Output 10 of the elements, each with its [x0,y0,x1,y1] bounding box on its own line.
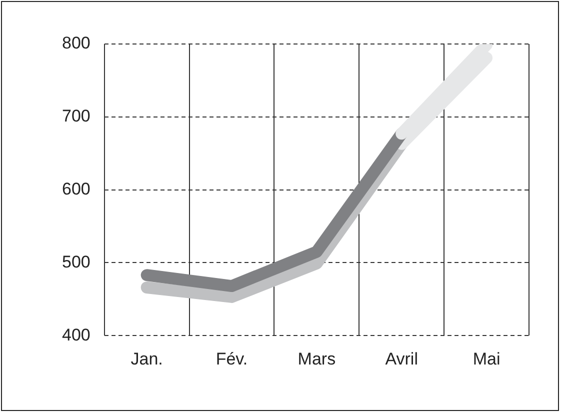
x-tick-label: Jan. [130,349,163,368]
x-tick-label: Avril [385,349,418,368]
y-tick-label: 500 [62,252,90,272]
x-tick-label: Mars [298,349,336,368]
x-tick-label: Mai [472,349,500,368]
x-tick-label: Fév. [216,349,248,368]
y-tick-label: 800 [62,34,90,53]
y-tick-label: 400 [62,325,90,344]
y-tick-label: 600 [62,179,90,198]
y-tick-label: 700 [62,106,90,126]
